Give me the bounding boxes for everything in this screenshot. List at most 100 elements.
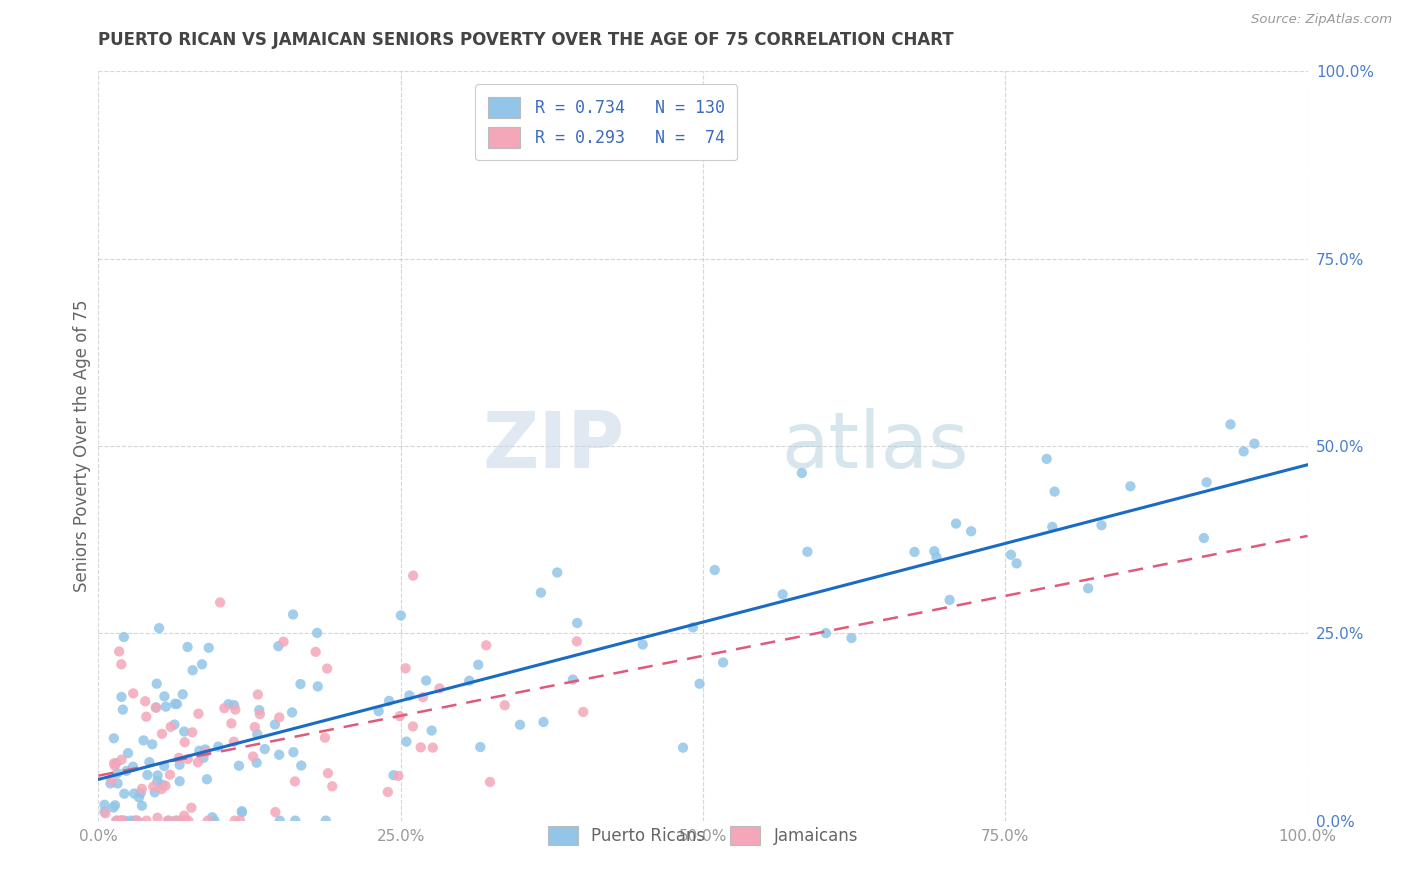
Point bbox=[689, 677, 711, 691]
Point bbox=[1233, 444, 1256, 458]
Point bbox=[1005, 557, 1028, 571]
Point bbox=[117, 746, 139, 760]
Point bbox=[264, 717, 287, 731]
Point bbox=[478, 775, 501, 789]
Point bbox=[389, 608, 412, 623]
Point bbox=[269, 814, 291, 828]
Point bbox=[960, 524, 983, 539]
Point bbox=[148, 621, 170, 635]
Point bbox=[429, 681, 451, 696]
Point bbox=[173, 814, 195, 828]
Point bbox=[136, 768, 159, 782]
Point bbox=[1195, 475, 1218, 490]
Point bbox=[703, 563, 725, 577]
Point bbox=[125, 814, 148, 828]
Point bbox=[112, 787, 135, 801]
Point bbox=[105, 766, 128, 780]
Text: Source: ZipAtlas.com: Source: ZipAtlas.com bbox=[1251, 13, 1392, 27]
Point bbox=[110, 753, 132, 767]
Point bbox=[110, 690, 132, 704]
Point bbox=[105, 814, 128, 828]
Point bbox=[104, 798, 127, 813]
Point bbox=[169, 757, 191, 772]
Point bbox=[1119, 479, 1142, 493]
Point bbox=[103, 756, 125, 771]
Point bbox=[382, 768, 405, 782]
Point bbox=[115, 764, 138, 778]
Point bbox=[103, 731, 125, 746]
Point bbox=[273, 634, 295, 648]
Point bbox=[187, 706, 209, 721]
Point bbox=[267, 639, 290, 653]
Point bbox=[181, 725, 204, 739]
Point bbox=[135, 710, 157, 724]
Point bbox=[134, 694, 156, 708]
Point bbox=[150, 727, 173, 741]
Point bbox=[110, 814, 132, 828]
Point bbox=[945, 516, 967, 531]
Point bbox=[1090, 518, 1112, 533]
Point bbox=[93, 797, 115, 812]
Point bbox=[420, 723, 443, 738]
Point bbox=[169, 774, 191, 789]
Point bbox=[281, 706, 304, 720]
Point bbox=[176, 640, 198, 654]
Point bbox=[202, 814, 225, 828]
Point bbox=[193, 751, 215, 765]
Point bbox=[188, 744, 211, 758]
Point bbox=[177, 752, 200, 766]
Point bbox=[1077, 582, 1099, 596]
Point bbox=[122, 787, 145, 801]
Point bbox=[509, 718, 531, 732]
Point bbox=[682, 620, 704, 634]
Point bbox=[533, 714, 555, 729]
Point bbox=[138, 755, 160, 769]
Point bbox=[253, 742, 276, 756]
Point bbox=[165, 814, 187, 828]
Point bbox=[367, 704, 389, 718]
Point bbox=[159, 720, 181, 734]
Point bbox=[195, 772, 218, 787]
Point bbox=[104, 758, 127, 772]
Point bbox=[247, 703, 270, 717]
Point bbox=[1219, 417, 1241, 432]
Point bbox=[231, 804, 253, 818]
Point bbox=[129, 786, 152, 800]
Point bbox=[494, 698, 516, 713]
Text: PUERTO RICAN VS JAMAICAN SENIORS POVERTY OVER THE AGE OF 75 CORRELATION CHART: PUERTO RICAN VS JAMAICAN SENIORS POVERTY… bbox=[98, 31, 955, 49]
Point bbox=[135, 814, 157, 828]
Point bbox=[283, 745, 305, 759]
Point bbox=[422, 740, 444, 755]
Point bbox=[631, 638, 654, 652]
Point bbox=[307, 680, 329, 694]
Point bbox=[307, 626, 329, 640]
Point bbox=[177, 814, 200, 828]
Point bbox=[224, 814, 246, 828]
Point bbox=[377, 785, 399, 799]
Point bbox=[195, 745, 218, 759]
Point bbox=[111, 814, 134, 828]
Point bbox=[197, 814, 219, 828]
Point bbox=[141, 737, 163, 751]
Point bbox=[111, 814, 134, 828]
Point bbox=[159, 768, 181, 782]
Point bbox=[94, 806, 117, 821]
Point bbox=[572, 705, 595, 719]
Point bbox=[209, 595, 232, 609]
Point bbox=[242, 749, 264, 764]
Point bbox=[284, 774, 307, 789]
Point bbox=[269, 747, 291, 762]
Point bbox=[925, 550, 948, 565]
Point bbox=[114, 814, 136, 828]
Point bbox=[131, 781, 153, 796]
Point bbox=[197, 640, 219, 655]
Point bbox=[110, 814, 132, 828]
Point bbox=[132, 733, 155, 747]
Point bbox=[155, 779, 177, 793]
Point bbox=[217, 697, 239, 711]
Point bbox=[903, 545, 925, 559]
Point bbox=[402, 568, 425, 582]
Point bbox=[124, 814, 146, 828]
Point bbox=[222, 735, 245, 749]
Point bbox=[157, 814, 180, 828]
